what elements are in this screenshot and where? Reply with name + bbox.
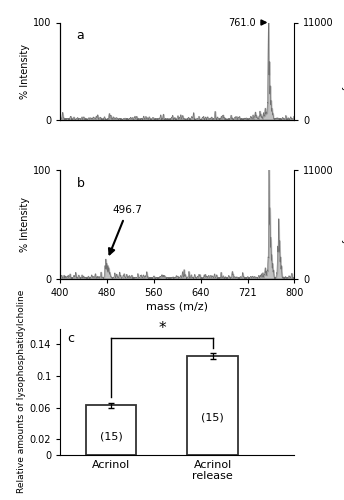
Y-axis label: Intensity: Intensity [341,203,344,246]
Text: b: b [77,178,84,190]
Text: c: c [67,332,74,345]
Y-axis label: Intensity: Intensity [341,50,344,92]
Bar [86,405,137,455]
Text: 496.7: 496.7 [109,206,142,254]
Text: *: * [158,322,166,336]
Y-axis label: % Intensity: % Intensity [20,196,30,252]
Text: (15): (15) [100,431,122,441]
Text: (15): (15) [201,412,224,422]
Y-axis label: Relative amounts of lysophosphatidylcholine: Relative amounts of lysophosphatidylchol… [17,290,25,494]
Y-axis label: % Intensity: % Intensity [20,44,30,98]
Bar [187,356,238,455]
Text: 761.0: 761.0 [228,18,266,28]
Text: a: a [77,30,84,43]
X-axis label: mass (m/z): mass (m/z) [146,302,208,312]
